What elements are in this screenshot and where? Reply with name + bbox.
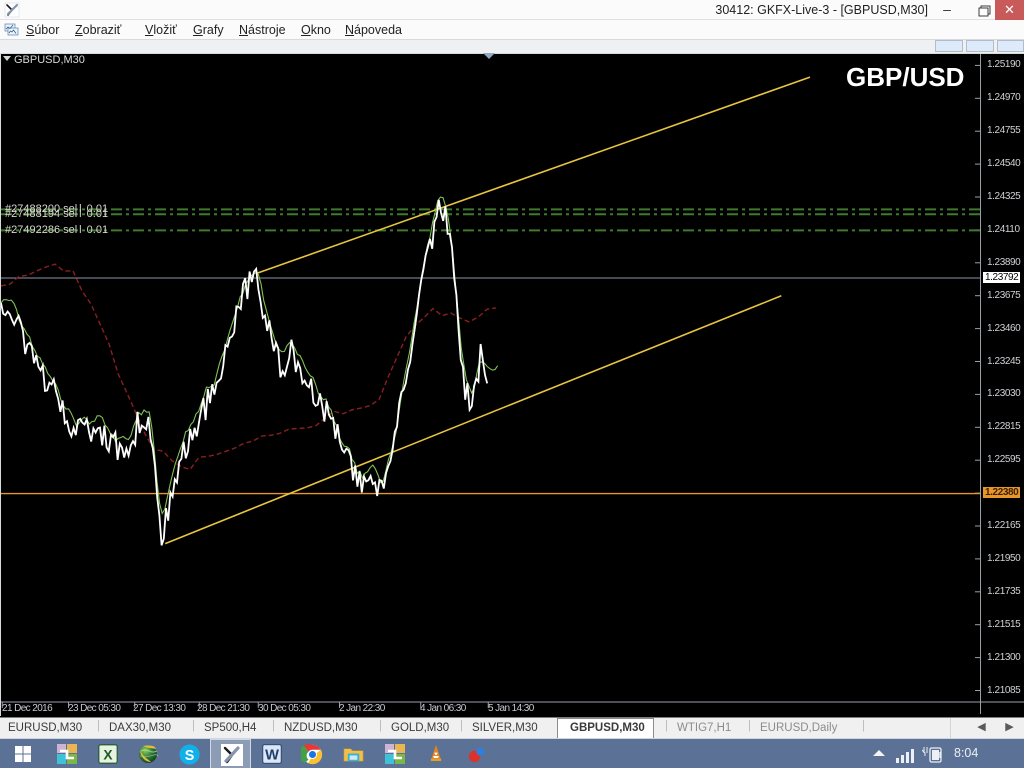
svg-text:S: S xyxy=(185,747,195,763)
svg-text:W: W xyxy=(265,748,279,764)
svg-text:X: X xyxy=(103,748,113,763)
